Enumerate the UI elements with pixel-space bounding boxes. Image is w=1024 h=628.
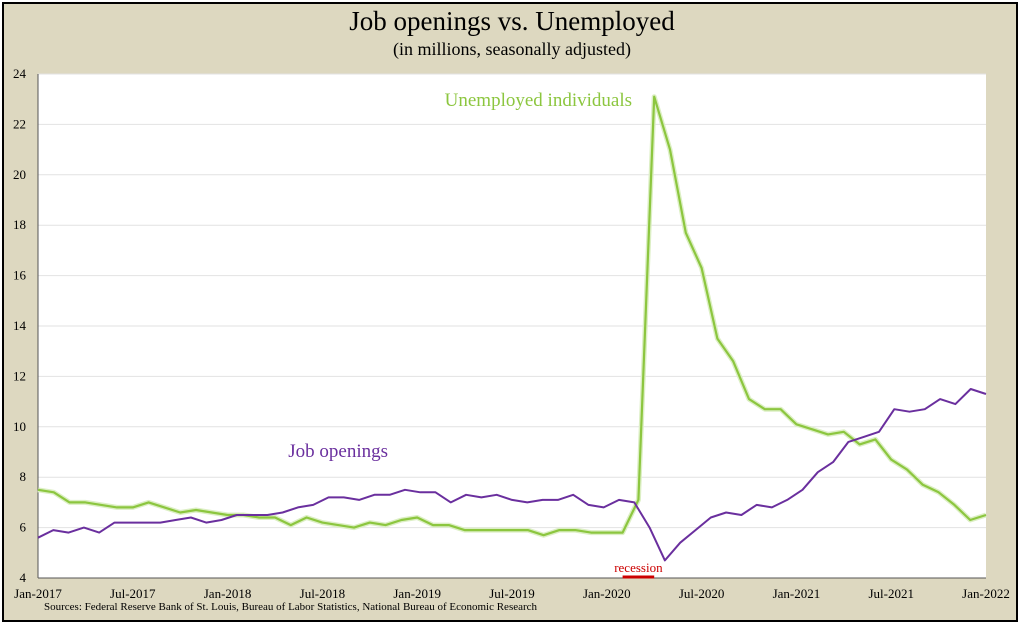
source-note: Sources: Federal Reserve Bank of St. Lou…	[44, 601, 538, 613]
x-tick-label: Jul-2021	[868, 586, 914, 601]
x-tick-label: Jan-2021	[773, 586, 821, 601]
y-tick-label: 6	[20, 520, 27, 535]
x-tick-label: Jan-2017	[14, 586, 62, 601]
y-tick-label: 22	[13, 116, 26, 131]
y-tick-label: 20	[13, 167, 26, 182]
x-tick-label: Jul-2018	[300, 586, 346, 601]
x-tick-label: Jan-2020	[583, 586, 631, 601]
y-tick-label: 16	[13, 268, 27, 283]
x-tick-label: Jul-2020	[679, 586, 725, 601]
y-tick-label: 8	[20, 469, 27, 484]
unemployed-line	[37, 95, 987, 537]
x-tick-label: Jul-2019	[489, 586, 535, 601]
y-tick-label: 14	[13, 318, 27, 333]
y-tick-label: 10	[13, 419, 26, 434]
x-tick-label: Jul-2017	[110, 586, 156, 601]
chart-subtitle: (in millions, seasonally adjusted)	[393, 39, 631, 59]
job-openings-line	[37, 388, 987, 562]
x-axis: Jan-2017 Jul-2017 Jan-2018 Jul-2018 Jan-2019…	[14, 577, 1010, 601]
x-tick-label: Jan-2022	[962, 586, 1010, 601]
unemployed-label: Unemployed individuals	[445, 90, 632, 111]
x-tick-label: Jan-2018	[204, 586, 252, 601]
y-tick-label: 12	[13, 368, 26, 383]
annotations: Unemployed individuals Job openings recess…	[288, 90, 663, 579]
chart-title: Job openings vs. Unemployed	[349, 6, 675, 36]
series-lines	[37, 94, 987, 562]
y-tick-label: 4	[20, 570, 27, 585]
y-tick-label: 18	[13, 217, 26, 232]
y-tick-label: 24	[13, 66, 27, 81]
job-openings-label: Job openings	[288, 441, 388, 462]
recession-label: recession	[614, 560, 663, 575]
y-axis: 4 6 8 10 12 14 16 18 20 22 24	[13, 66, 39, 585]
x-tick-label: Jan-2019	[393, 586, 441, 601]
